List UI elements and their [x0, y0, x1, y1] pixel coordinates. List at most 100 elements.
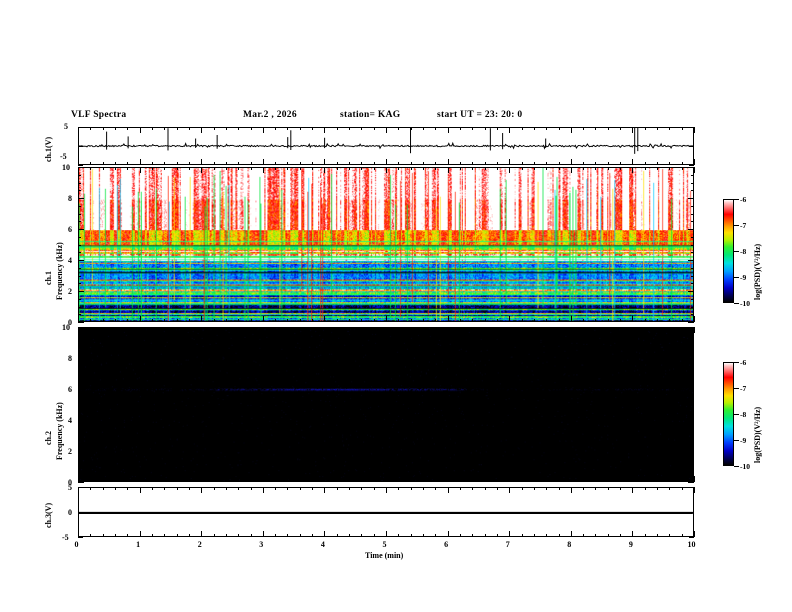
ch2-spec-tick-bottom-38 — [546, 479, 548, 482]
ch1-wave-tick-bottom-14 — [250, 162, 252, 165]
ch3-wave-tick-bottom-11 — [213, 534, 215, 537]
ch1-freq-ftick-l-9.5 — [78, 174, 81, 176]
ch1-wave-tick-bottom-25 — [386, 159, 387, 165]
ch1-wave-tick-bottom-34 — [496, 162, 498, 165]
ch2-spec-tick-top-19 — [312, 327, 314, 330]
ch2-freq-ftick-r-2.5 — [691, 443, 694, 445]
ch3-wave-tick-bottom-1 — [90, 534, 92, 537]
ch1-spec-tick-top-42 — [595, 167, 597, 170]
ch2-freq-ftick-r-4.5 — [691, 412, 694, 414]
ch3-vtick-r-2 — [689, 537, 694, 538]
ch1-freq-ftick-r-3.5 — [691, 267, 694, 269]
ch2-spec-tick-top-44 — [620, 327, 622, 330]
ch3-wave-tick-bottom-15 — [262, 531, 264, 537]
ch3-wave-tick-top-14 — [250, 487, 252, 490]
ch2-spec-tick-bottom-50 — [694, 476, 695, 482]
ch3-wave-tick-top-3 — [115, 487, 116, 490]
ch2-spec-tick-bottom-21 — [336, 479, 338, 482]
ch1-spec-tick-bottom-28 — [423, 319, 424, 322]
ch3-wave-tick-bottom-50 — [694, 531, 695, 537]
ch1-wave-tick-top-42 — [595, 127, 597, 130]
ch2-spec-tick-top-49 — [681, 327, 683, 330]
ch1-spec-tick-bottom-47 — [657, 319, 658, 322]
ch1-freq-ftick-l-2.5 — [78, 283, 81, 285]
ch1-colorbar-label-2: -8 — [740, 246, 747, 256]
ch2-spec-tick-bottom-16 — [275, 479, 277, 482]
ch2-spec-tick-bottom-44 — [620, 479, 622, 482]
ch1-freq-ftick-r-7 — [691, 213, 694, 215]
ch1-spec-tick-bottom-48 — [669, 319, 671, 322]
ch1-wave-tick-top-46 — [644, 127, 646, 130]
ch2-spec-tick-top-24 — [373, 327, 375, 330]
ch1-wave-tick-top-36 — [521, 127, 523, 130]
ch1-wave-tick-top-49 — [681, 127, 683, 130]
ch3-volt-tick-label-0: 5 — [68, 482, 72, 492]
ch1-spec-tick-top-14 — [250, 167, 252, 170]
ch3-wave-tick-top-44 — [620, 487, 622, 490]
ch2-freq-ftick-l-4 — [78, 420, 84, 421]
ch3-wave-tick-top-41 — [583, 487, 585, 490]
ch1-wave-tick-top-12 — [225, 127, 227, 130]
ch3-wave-tick-bottom-10 — [201, 531, 203, 537]
ch2-spec-tick-bottom-5 — [139, 476, 141, 482]
ch2-freq-ftick-l-1.5 — [78, 458, 81, 460]
ch2-freq-ftick-r-8.5 — [691, 350, 694, 352]
ch2-spec-tick-top-0 — [78, 327, 79, 333]
ch2-colorbar-label: log(PSD)(V²/Hz) — [753, 406, 762, 463]
ch1-wave-tick-top-16 — [275, 127, 277, 130]
ch2-freq-ftick-l-2.5 — [78, 443, 81, 445]
ch1-wave-tick-bottom-9 — [188, 162, 190, 165]
ch2-spec-tick-top-3 — [115, 327, 116, 330]
ch3-wave-tick-top-21 — [336, 487, 338, 490]
ch1-spec-tick-bottom-50 — [694, 316, 695, 322]
ch3-waveform-trace — [79, 511, 693, 515]
ch3-wave-tick-top-16 — [275, 487, 277, 490]
ch1-wave-tick-top-38 — [546, 127, 548, 130]
ch1-wave-tick-top-13 — [238, 127, 240, 130]
ch2-colorbar-tick-3 — [734, 440, 739, 441]
ch1-vtick-r-0 — [689, 165, 694, 166]
ch1-wave-tick-bottom-21 — [336, 162, 338, 165]
ch1-colorbar-tick-2 — [734, 251, 739, 252]
ch3-wave-tick-top-20 — [324, 487, 326, 493]
ch3-wave-tick-bottom-14 — [250, 534, 252, 537]
ch1-wave-tick-bottom-6 — [151, 162, 153, 165]
ch2-spectrogram-panel — [78, 327, 694, 482]
ch1-wave-tick-top-33 — [484, 127, 486, 130]
ch3-wave-tick-top-13 — [238, 487, 240, 490]
ch1-waveform-trace — [79, 128, 693, 154]
ch2-colorbar-label-0: -6 — [740, 357, 747, 367]
ch3-wave-tick-top-38 — [546, 487, 548, 490]
ch2-freq-ftick-l-8.5 — [78, 350, 81, 352]
ch2-spec-tick-bottom-22 — [349, 479, 350, 482]
ch1-wave-tick-top-34 — [496, 127, 498, 130]
ch1-wave-tick-top-35 — [509, 127, 511, 133]
x-axis-tick-label-8: 8 — [567, 540, 572, 549]
ch2-spec-tick-bottom-30 — [447, 476, 449, 482]
ch1-wave-tick-bottom-33 — [484, 162, 486, 165]
ch1-colorbar — [723, 199, 734, 303]
ch1-wave-tick-bottom-11 — [213, 162, 215, 165]
ch1-spec-tick-bottom-29 — [435, 319, 437, 322]
ch1-spec-tick-bottom-31 — [459, 319, 461, 322]
ch3-wave-tick-bottom-48 — [669, 534, 671, 537]
ch3-wave-tick-bottom-28 — [423, 534, 424, 537]
ch1-freq-ftick-r-6 — [688, 229, 694, 230]
x-axis-tick-label-3: 3 — [259, 540, 264, 549]
x-axis-tick-label-10: 10 — [687, 540, 696, 549]
ch3-wave-tick-top-45 — [632, 487, 634, 493]
ch3-wave-tick-bottom-16 — [275, 534, 277, 537]
ch3-wave-tick-bottom-17 — [287, 534, 289, 537]
ch1-wave-tick-top-48 — [669, 127, 671, 130]
ch2-freq-ftick-r-2 — [688, 451, 694, 452]
ch1-spec-tick-top-1 — [90, 167, 92, 170]
ch1-vtick-0 — [78, 165, 83, 166]
ch2-spec-tick-top-50 — [694, 327, 695, 333]
ch1-wave-tick-top-23 — [361, 127, 363, 130]
ch2-spec-tick-bottom-17 — [287, 479, 289, 482]
ch2-spec-tick-bottom-8 — [176, 479, 178, 482]
ch1-wave-tick-bottom-16 — [275, 162, 277, 165]
ch2-spec-tick-top-32 — [472, 327, 474, 330]
ch3-wave-tick-top-33 — [484, 487, 486, 490]
